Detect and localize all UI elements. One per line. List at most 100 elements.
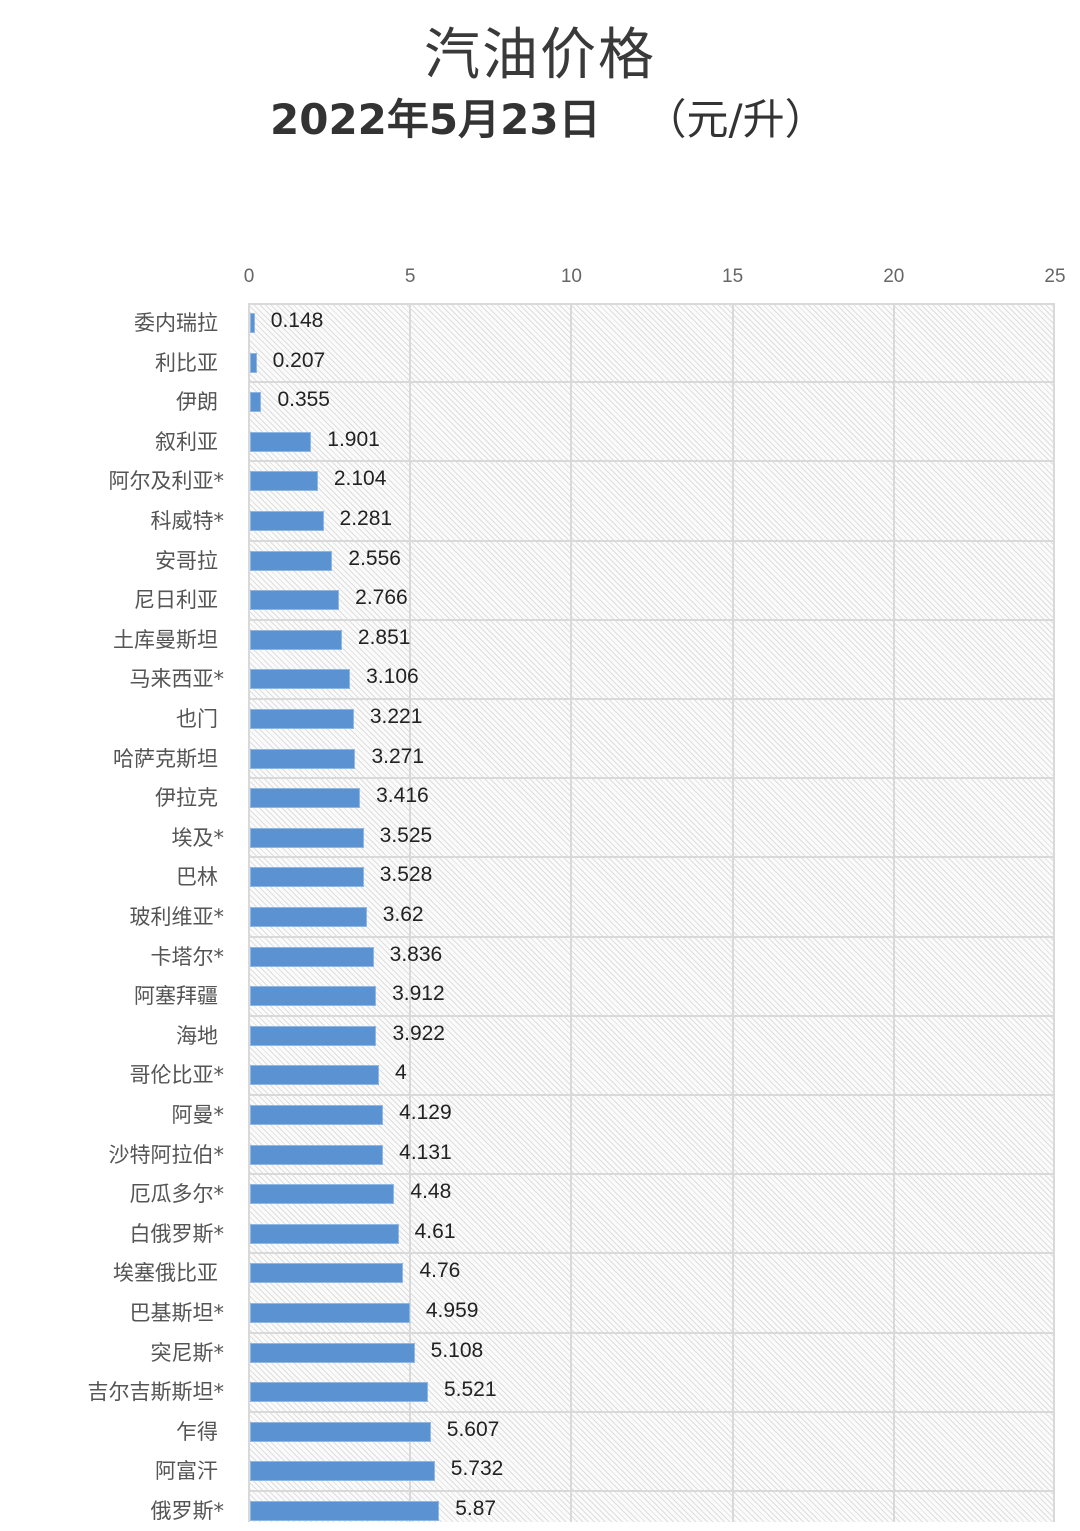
category-label: 卡塔尔* (150, 944, 225, 969)
vertical-gridline (570, 305, 573, 1522)
category-label: 吉尔吉斯斯坦* (87, 1380, 225, 1405)
bar-row: 马来西亚* 3.106 (0, 659, 1080, 699)
bar-row: 埃及* 3.525 (0, 818, 1080, 858)
bar-row: 土库曼斯坦 2.851 (0, 620, 1080, 660)
category-label: 埃及* (171, 825, 225, 850)
x-tick-label: 0 (243, 266, 255, 287)
value-label: 5.607 (446, 1417, 500, 1441)
bar-row: 吉尔吉斯斯坦* 5.521 (0, 1372, 1080, 1412)
value-label: 0.148 (270, 309, 324, 332)
category-label: 阿塞拜疆 (134, 984, 218, 1009)
bar (250, 1461, 435, 1482)
bar-row: 尼日利亚 2.766 (0, 580, 1080, 620)
value-label: 1.901 (327, 427, 380, 451)
bar-row: 巴林 3.528 (0, 857, 1080, 897)
bar-row: 俄罗斯* 5.87 (0, 1491, 1080, 1531)
category-label: 白俄罗斯* (129, 1221, 225, 1246)
bar (250, 946, 374, 967)
category-label: 沙特阿拉伯* (108, 1142, 225, 1167)
bar (250, 1303, 410, 1323)
bar-row: 阿塞拜疆 3.912 (0, 976, 1080, 1016)
value-label: 3.416 (376, 784, 429, 808)
bar-row: 埃塞俄比亚 4.76 (0, 1253, 1080, 1293)
bar-row: 阿富汗 5.732 (0, 1451, 1080, 1491)
value-label: 4.129 (399, 1101, 452, 1124)
bar-row: 卡塔尔* 3.836 (0, 937, 1080, 977)
category-label: 哈萨克斯坦 (113, 746, 218, 771)
x-tick-label: 15 (722, 266, 744, 287)
category-label: 土库曼斯坦 (113, 627, 218, 652)
horizontal-gridline (250, 1490, 1053, 1492)
value-label: 3.922 (392, 1021, 445, 1045)
bar (250, 550, 333, 571)
bar-row: 利比亚 0.207 (0, 343, 1080, 383)
category-label: 科威特* (150, 509, 225, 533)
horizontal-gridline (250, 777, 1053, 780)
category-label: 俄罗斯* (150, 1499, 225, 1523)
horizontal-gridline (250, 1331, 1053, 1334)
category-label: 安哥拉 (155, 548, 218, 573)
bar-row: 白俄罗斯* 4.61 (0, 1214, 1080, 1254)
bar-row: 阿曼* 4.129 (0, 1095, 1080, 1135)
category-label: 玻利维亚* (129, 905, 225, 929)
category-label: 阿曼* (171, 1103, 225, 1127)
category-label: 伊朗 (176, 390, 218, 415)
horizontal-gridline (250, 1410, 1053, 1413)
value-label: 3.912 (392, 982, 445, 1006)
bar (250, 986, 377, 1007)
bar (250, 827, 364, 848)
value-label: 5.732 (450, 1457, 504, 1481)
category-label: 阿尔及利亚* (108, 469, 225, 494)
bar (250, 867, 364, 888)
bar (250, 313, 255, 333)
bar-row: 巴基斯坦* 4.959 (0, 1293, 1080, 1333)
vertical-gridline (892, 305, 895, 1522)
value-label: 3.221 (369, 705, 423, 728)
horizontal-gridline (250, 1252, 1053, 1255)
horizontal-gridline (250, 381, 1053, 384)
category-label: 埃塞俄比亚 (113, 1261, 218, 1286)
bar-row: 突尼斯* 5.108 (0, 1333, 1080, 1373)
value-label: 0.207 (272, 348, 326, 372)
horizontal-gridline (250, 1094, 1053, 1096)
bar-row: 哥伦比亚* 4 (0, 1055, 1080, 1095)
bar (250, 1421, 431, 1442)
value-label: 2.851 (357, 625, 411, 649)
category-label: 叙利亚 (155, 429, 218, 454)
bar (250, 1105, 384, 1125)
value-label: 5.108 (430, 1338, 484, 1362)
value-label: 3.525 (379, 823, 433, 847)
x-tick-label: 25 (1044, 266, 1066, 287)
horizontal-gridline (250, 1014, 1053, 1017)
value-label: 5.521 (443, 1378, 497, 1402)
bar-row: 沙特阿拉伯* 4.131 (0, 1135, 1080, 1175)
value-label: 4.131 (399, 1140, 452, 1164)
bar (250, 1501, 440, 1521)
x-tick-label: 5 (404, 266, 416, 287)
category-label: 哥伦比亚* (129, 1063, 225, 1088)
value-label: 5.87 (455, 1497, 497, 1520)
subtitle-date: 2022年5月23日 (270, 95, 601, 144)
value-label: 3.271 (371, 744, 425, 768)
bar-row: 乍得 5.607 (0, 1412, 1080, 1452)
value-label: 0.355 (277, 388, 330, 412)
bar-row: 伊拉克 3.416 (0, 778, 1080, 818)
chart-subtitle: 2022年5月23日 （元/升） (270, 86, 827, 147)
value-label: 3.836 (389, 942, 443, 966)
category-label: 委内瑞拉 (134, 311, 218, 335)
bar (250, 431, 312, 452)
horizontal-gridline (250, 460, 1053, 463)
value-label: 3.528 (379, 863, 433, 887)
subtitle-unit: （元/升） (644, 95, 827, 144)
value-label: 4.61 (414, 1219, 456, 1243)
bar (250, 1144, 384, 1165)
category-label: 也门 (176, 707, 218, 731)
bar (250, 629, 342, 650)
bar-row: 安哥拉 2.556 (0, 541, 1080, 581)
chart-title: 汽油价格 (424, 23, 656, 88)
category-label: 乍得 (176, 1419, 218, 1444)
bar-row: 海地 3.922 (0, 1016, 1080, 1056)
bar-row: 厄瓜多尔* 4.48 (0, 1174, 1080, 1214)
category-label: 利比亚 (155, 350, 218, 375)
bar-row: 也门 3.221 (0, 699, 1080, 739)
